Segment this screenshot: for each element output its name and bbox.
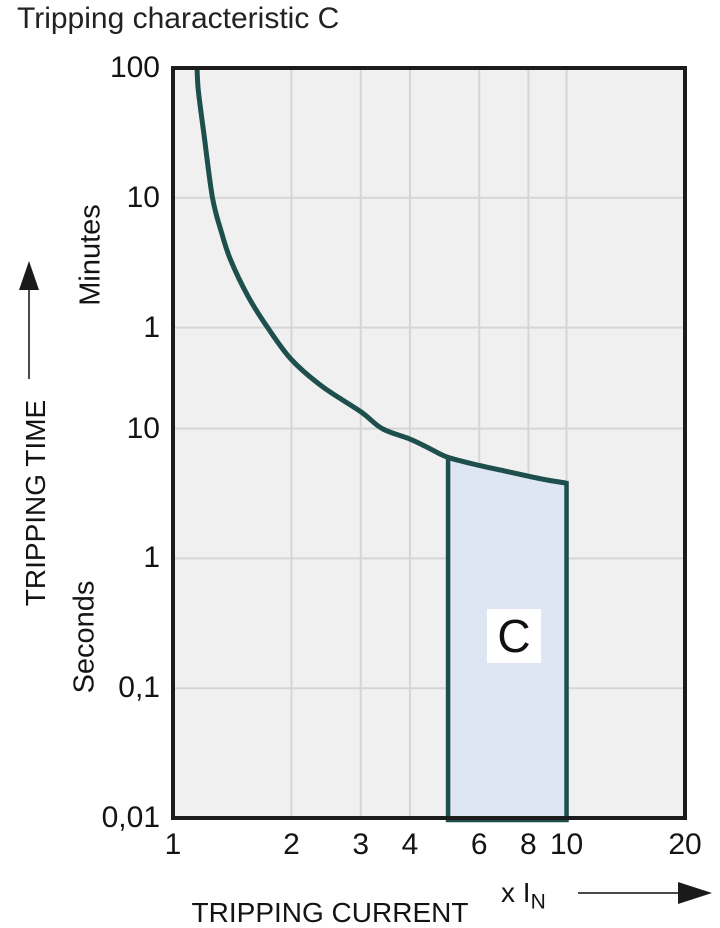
gridline-layer (173, 68, 685, 818)
x-tick-label: 8 (520, 828, 537, 861)
y-units-minutes-label: Minutes (74, 204, 107, 306)
x-axis-title: TRIPPING CURRENT (191, 897, 469, 928)
y-tick-label: 10 (126, 411, 160, 445)
x-axis-unit-prefix: x I (501, 877, 531, 908)
y-axis-arrow-head-icon (19, 261, 39, 290)
plot-border (171, 66, 687, 820)
y-tick-label: 1 (143, 541, 160, 575)
tripping-curve (194, 67, 567, 486)
axis-arrows (19, 261, 712, 904)
x-tick-label: 20 (668, 828, 702, 861)
x-axis-unit-subscript: N (530, 890, 546, 914)
y-tick-label: 100 (109, 51, 160, 84)
x-tick-label: 4 (401, 828, 419, 861)
x-axis-arrow-head-icon (678, 882, 712, 904)
y-tick-label: 0,1 (118, 671, 160, 705)
y-axis-title: TRIPPING TIME (20, 399, 51, 607)
x-tick-label: 6 (470, 828, 488, 861)
y-units-seconds-label: Seconds (68, 580, 101, 694)
tripping-curve-layer (194, 67, 567, 486)
chart-title: Tripping characteristic C (17, 2, 340, 35)
plot-background-layer (173, 68, 685, 818)
y-tick-label: 0,01 (101, 801, 160, 834)
x-axis-unit-label: x IN (501, 877, 546, 913)
x-tick-label: 3 (352, 828, 370, 861)
x-tick-label: 1 (164, 828, 182, 861)
x-tick-label: 2 (283, 828, 300, 861)
y-tick-label: 1 (143, 310, 160, 344)
x-tick-label: 10 (549, 828, 584, 861)
region-c-label: C (487, 609, 541, 663)
plot-border-layer (171, 66, 687, 820)
plot-background (173, 68, 685, 818)
y-tick-label: 10 (126, 180, 160, 214)
